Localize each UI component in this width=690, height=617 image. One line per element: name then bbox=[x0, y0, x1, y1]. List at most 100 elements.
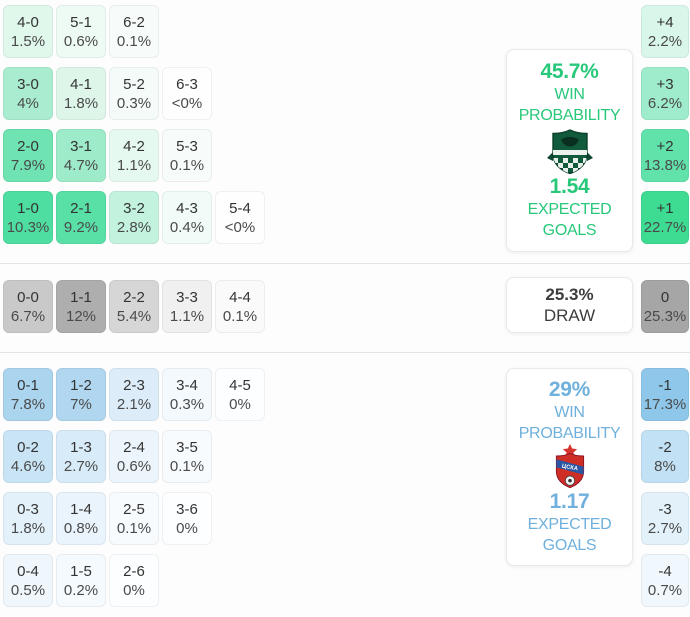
home-expected-goals-block: 1.54 EXPECTED GOALS bbox=[512, 175, 627, 241]
score-probability: 0.1% bbox=[169, 457, 205, 475]
score-cell: 5-3 0.1% bbox=[162, 129, 212, 182]
home-grid-row: 2-0 7.9% 3-1 4.7% 4-2 1.1% 5-3 0.1% bbox=[3, 129, 265, 182]
score-cell: 0-0 6.7% bbox=[3, 280, 53, 333]
cska-moscow-crest-icon: ЦСКА bbox=[555, 444, 584, 489]
score-probability: 2.8% bbox=[116, 218, 152, 236]
score-cell: 1-5 0.2% bbox=[56, 554, 106, 607]
score-probability: 2.7% bbox=[63, 457, 99, 475]
goal-margin: +3 bbox=[656, 75, 674, 93]
scoreline: 4-0 bbox=[17, 13, 39, 31]
score-probability: 0% bbox=[229, 395, 251, 413]
score-probability: 0.1% bbox=[169, 156, 205, 174]
score-probability: 4% bbox=[17, 94, 39, 112]
score-probability: 2.1% bbox=[116, 395, 152, 413]
goal-margin: -2 bbox=[658, 438, 672, 456]
draw-margin-column: 0 25.3% bbox=[641, 280, 689, 333]
home-margin-column: +4 2.2% +3 6.2% +2 13.8% +1 22.7% bbox=[641, 5, 689, 244]
score-cell: 2-5 0.1% bbox=[109, 492, 159, 545]
goal-margin-cell: 0 25.3% bbox=[641, 280, 689, 333]
scoreline: 5-3 bbox=[176, 137, 198, 155]
scoreline: 5-2 bbox=[123, 75, 145, 93]
scoreline: 1-1 bbox=[70, 288, 92, 306]
home-score-grid: 4-0 1.5% 5-1 0.6% 6-2 0.1% 3-0 4% 4-1 1.… bbox=[3, 5, 265, 244]
scoreline: 3-0 bbox=[17, 75, 39, 93]
score-probability: 1.1% bbox=[116, 156, 152, 174]
goal-margin-cell: -1 17.3% bbox=[641, 368, 689, 421]
score-cell: 3-5 0.1% bbox=[162, 430, 212, 483]
goal-margin-cell: +2 13.8% bbox=[641, 129, 689, 182]
score-probability: 0.6% bbox=[63, 32, 99, 50]
scoreline: 4-5 bbox=[229, 376, 251, 394]
draw-grid-row: 0-0 6.7% 1-1 12% 2-2 5.4% 3-3 1.1% 4-4 0… bbox=[3, 280, 265, 333]
goal-margin-cell: -2 8% bbox=[641, 430, 689, 483]
score-cell: 6-3 <0% bbox=[162, 67, 212, 120]
draw-score-grid: 0-0 6.7% 1-1 12% 2-2 5.4% 3-3 1.1% 4-4 0… bbox=[3, 280, 265, 333]
scoreline: 3-3 bbox=[176, 288, 198, 306]
score-probability: 0% bbox=[176, 519, 198, 537]
score-cell: 3-6 0% bbox=[162, 492, 212, 545]
goal-margin: -1 bbox=[658, 376, 672, 394]
score-cell: 3-2 2.8% bbox=[109, 191, 159, 244]
scoreline: 2-5 bbox=[123, 500, 145, 518]
away-win-probability-label: WIN PROBABILITY bbox=[518, 404, 621, 442]
goal-margin: +2 bbox=[656, 137, 674, 155]
home-grid-row: 1-0 10.3% 2-1 9.2% 3-2 2.8% 4-3 0.4% 5-4… bbox=[3, 191, 265, 244]
home-grid-row: 4-0 1.5% 5-1 0.6% 6-2 0.1% bbox=[3, 5, 265, 58]
home-win-probability-label: WIN PROBABILITY bbox=[518, 86, 621, 124]
margin-probability: 13.8% bbox=[643, 156, 687, 174]
scoreline: 3-5 bbox=[176, 438, 198, 456]
score-cell: 1-2 7% bbox=[56, 368, 106, 421]
goal-margin-cell: +1 22.7% bbox=[641, 191, 689, 244]
away-expected-goals-value: 1.17 bbox=[549, 490, 590, 513]
scoreline: 3-2 bbox=[123, 199, 145, 217]
cska-crest-lettering: ЦСКА bbox=[561, 464, 579, 473]
score-probability: 1.1% bbox=[169, 307, 205, 325]
score-cell: 2-1 9.2% bbox=[56, 191, 106, 244]
draw-label: DRAW bbox=[543, 306, 596, 325]
away-win-block: 29% WIN PROBABILITY bbox=[512, 378, 627, 444]
score-probability: 0.6% bbox=[116, 457, 152, 475]
scoreline: 0-1 bbox=[17, 376, 39, 394]
scoreline: 3-6 bbox=[176, 500, 198, 518]
margin-probability: 17.3% bbox=[643, 395, 687, 413]
margin-probability: 22.7% bbox=[643, 218, 687, 236]
score-probability: 0.2% bbox=[63, 581, 99, 599]
score-probability: 7.8% bbox=[10, 395, 46, 413]
score-probability: 7.9% bbox=[10, 156, 46, 174]
score-cell: 4-5 0% bbox=[215, 368, 265, 421]
score-probability: 12% bbox=[65, 307, 97, 325]
draw-panel: 25.3% DRAW bbox=[506, 277, 633, 333]
home-expected-goals-value: 1.54 bbox=[549, 175, 590, 198]
goal-margin-cell: +3 6.2% bbox=[641, 67, 689, 120]
scoreline: 0-0 bbox=[17, 288, 39, 306]
score-cell: 4-0 1.5% bbox=[3, 5, 53, 58]
scoreline: 1-5 bbox=[70, 562, 92, 580]
away-score-grid: 0-1 7.8% 1-2 7% 2-3 2.1% 3-4 0.3% 4-5 0%… bbox=[3, 368, 265, 607]
margin-probability: 0.7% bbox=[647, 581, 683, 599]
scoreline: 4-2 bbox=[123, 137, 145, 155]
away-grid-row: 0-3 1.8% 1-4 0.8% 2-5 0.1% 3-6 0% bbox=[3, 492, 265, 545]
home-grid-row: 3-0 4% 4-1 1.8% 5-2 0.3% 6-3 <0% bbox=[3, 67, 265, 120]
scoreline: 3-1 bbox=[70, 137, 92, 155]
score-cell: 6-2 0.1% bbox=[109, 5, 159, 58]
score-probability: 0.8% bbox=[63, 519, 99, 537]
goal-margin: -3 bbox=[658, 500, 672, 518]
scoreline: 2-3 bbox=[123, 376, 145, 394]
score-probability: 1.8% bbox=[63, 94, 99, 112]
score-cell: 0-4 0.5% bbox=[3, 554, 53, 607]
score-probability: 0% bbox=[123, 581, 145, 599]
score-cell: 4-2 1.1% bbox=[109, 129, 159, 182]
score-probability: 1.5% bbox=[10, 32, 46, 50]
scoreline: 2-0 bbox=[17, 137, 39, 155]
scoreline: 1-2 bbox=[70, 376, 92, 394]
scoreline: 5-4 bbox=[229, 199, 251, 217]
score-probability: 7% bbox=[70, 395, 92, 413]
score-cell: 3-1 4.7% bbox=[56, 129, 106, 182]
section-divider bbox=[0, 263, 690, 264]
score-probability: 4.7% bbox=[63, 156, 99, 174]
home-win-block: 45.7% WIN PROBABILITY bbox=[512, 60, 627, 126]
score-probability: 0.1% bbox=[116, 32, 152, 50]
goal-margin-cell: -4 0.7% bbox=[641, 554, 689, 607]
score-probability: 0.5% bbox=[10, 581, 46, 599]
home-win-panel: 45.7% WIN PROBABILITY 1.54 EXPECTED bbox=[506, 49, 633, 252]
